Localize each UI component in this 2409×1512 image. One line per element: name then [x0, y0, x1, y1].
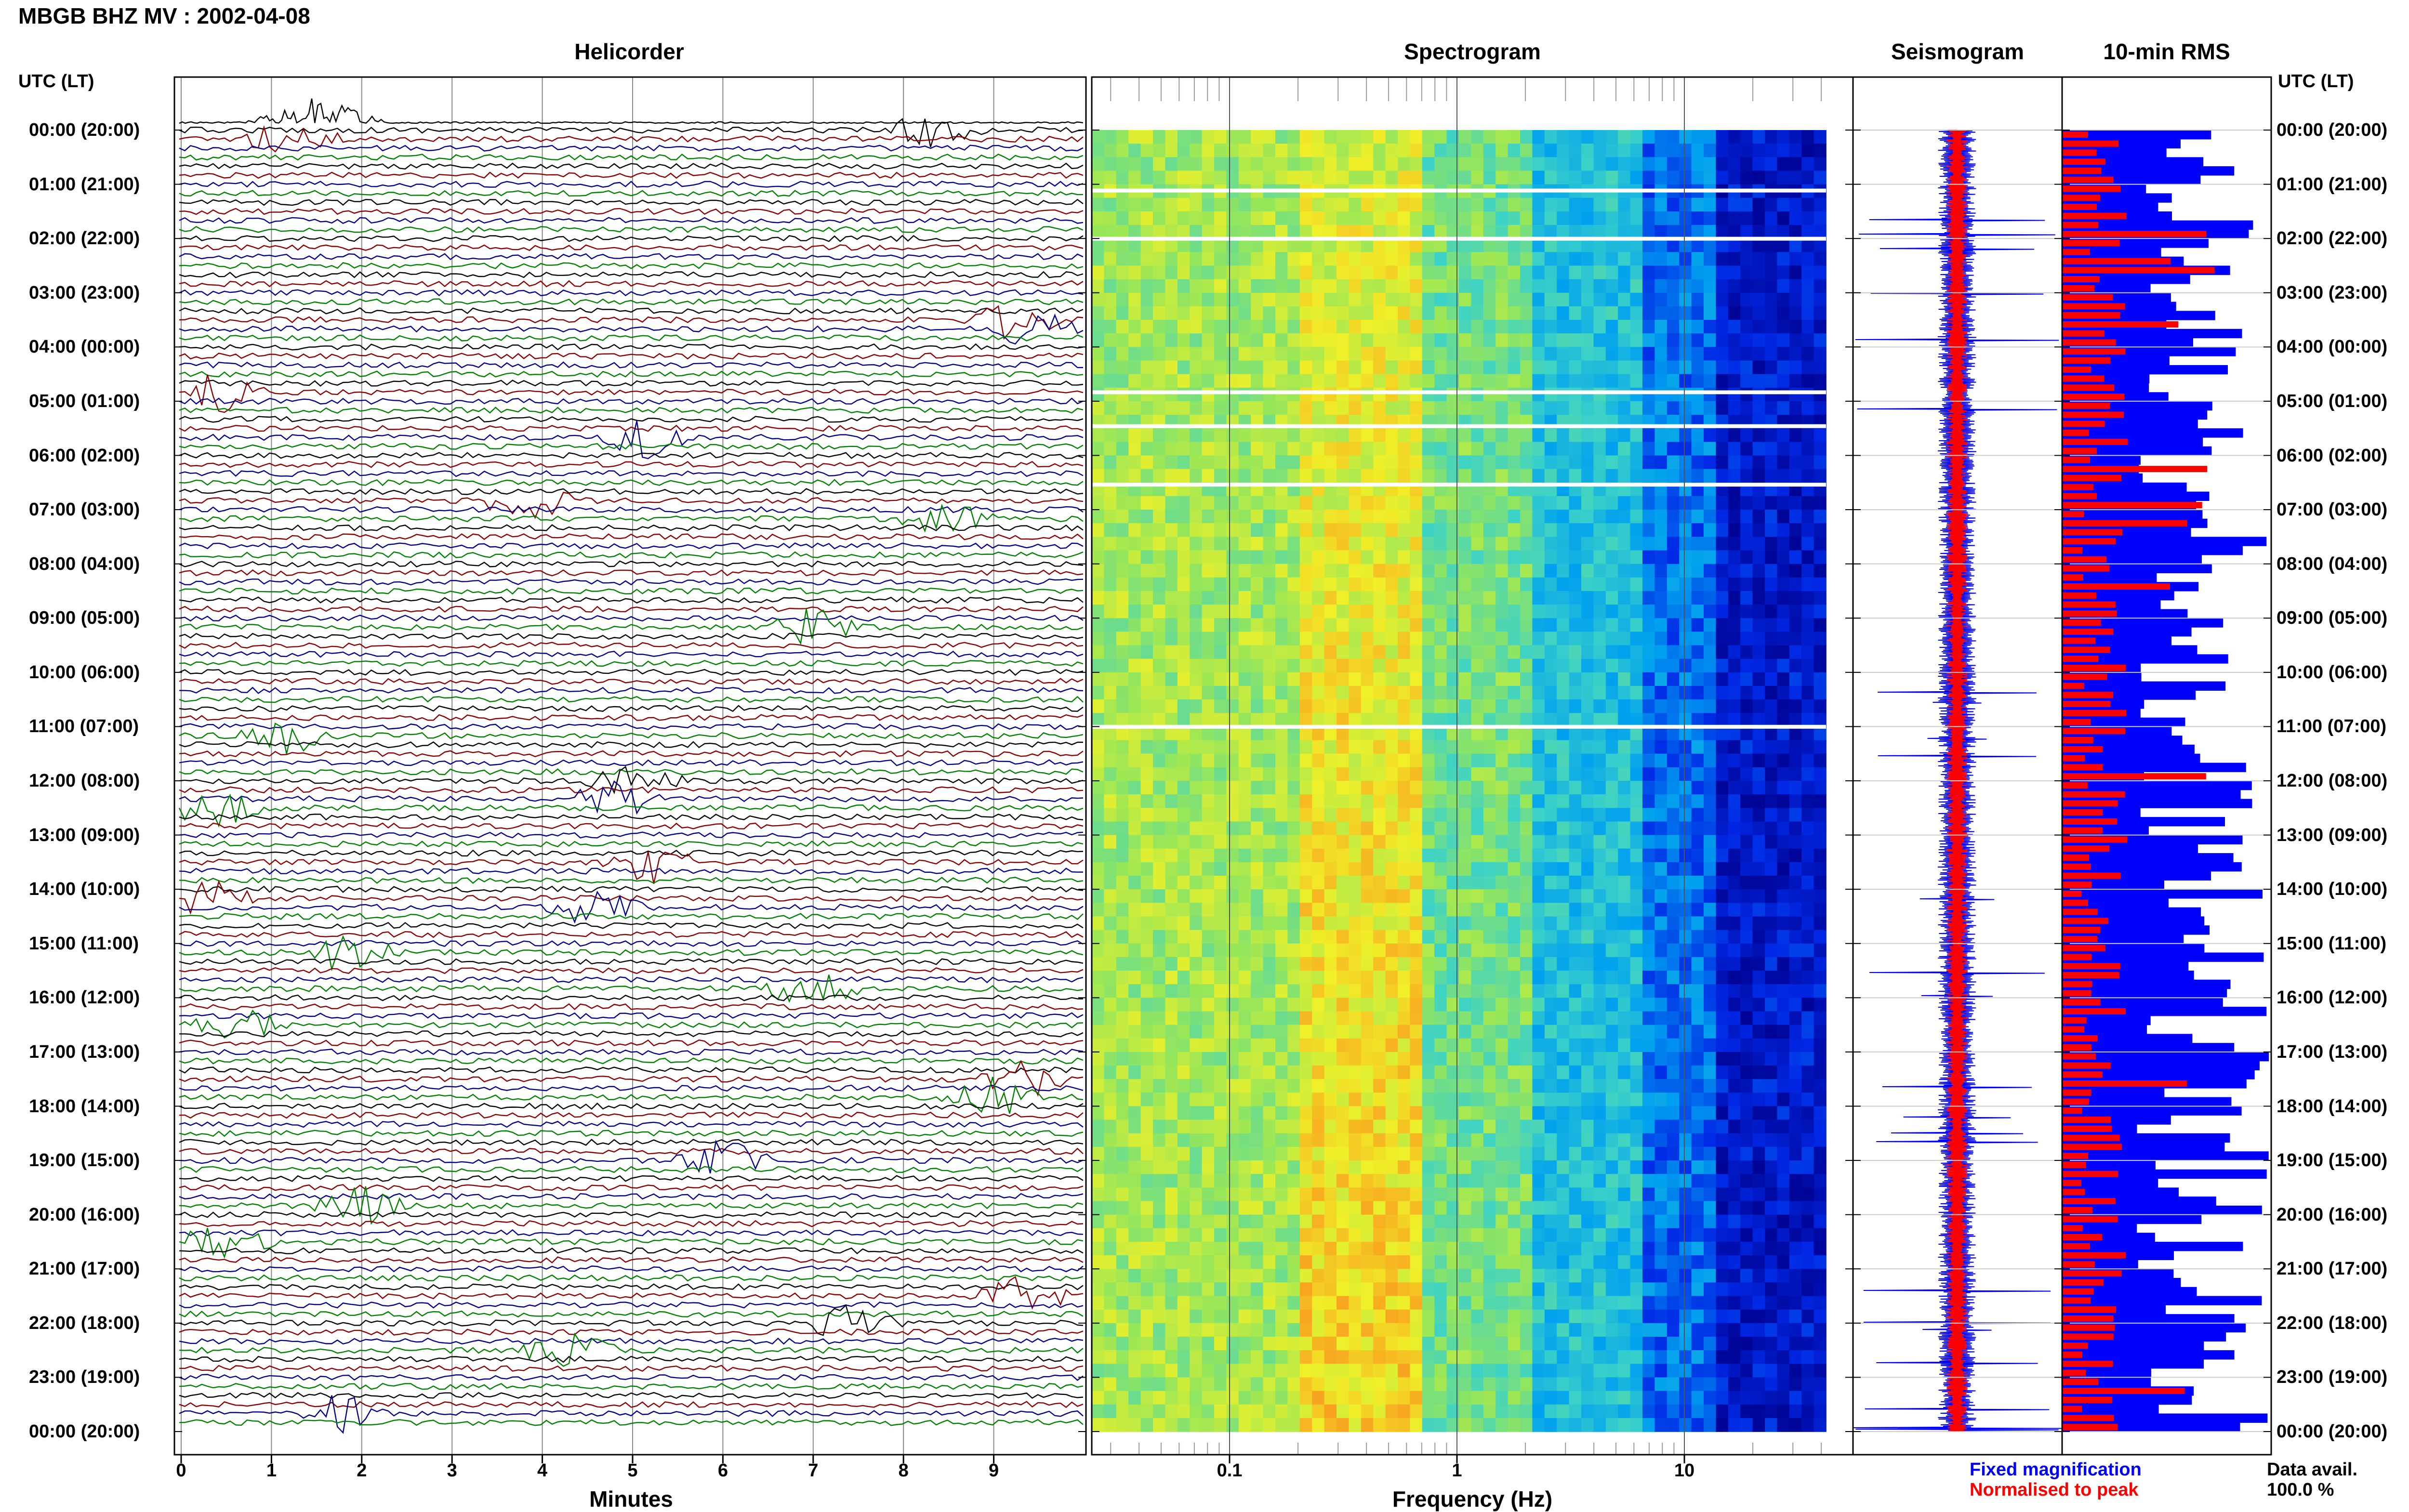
time-label-left: 10:00 (06:00) [29, 662, 140, 683]
legend-normalised-to-peak: Normalised to peak [1970, 1480, 2139, 1500]
minutes-tick-label: 7 [808, 1460, 819, 1481]
time-label-left: 03:00 (23:00) [29, 282, 140, 303]
time-axis-label-right: UTC (LT) [2278, 71, 2354, 92]
helicorder-title: Helicorder [574, 39, 684, 64]
time-label-right: 10:00 (06:00) [2277, 662, 2388, 683]
data-avail-value: 100.0 % [2267, 1480, 2334, 1500]
minutes-tick-label: 6 [717, 1460, 728, 1481]
time-label-right: 03:00 (23:00) [2277, 282, 2388, 303]
time-label-right: 09:00 (05:00) [2277, 608, 2388, 629]
time-label-left: 07:00 (03:00) [29, 500, 140, 520]
time-label-left: 01:00 (21:00) [29, 174, 140, 195]
time-label-left: 09:00 (05:00) [29, 608, 140, 629]
time-label-right: 12:00 (08:00) [2277, 771, 2388, 791]
data-avail-label: Data avail. [2267, 1459, 2357, 1480]
time-label-left: 14:00 (10:00) [29, 879, 140, 900]
legend-fixed-magnification: Fixed magnification [1970, 1459, 2142, 1480]
time-label-left: 16:00 (12:00) [29, 987, 140, 1008]
minutes-axis-title: Minutes [589, 1486, 673, 1512]
time-label-left: 19:00 (15:00) [29, 1150, 140, 1171]
time-label-left: 00:00 (20:00) [29, 120, 140, 140]
panel-frames [173, 76, 2272, 1463]
panel-frame [173, 76, 1087, 1456]
frequency-tick-label: 10 [1674, 1460, 1695, 1481]
time-label-left: 22:00 (18:00) [29, 1313, 140, 1333]
time-label-right: 07:00 (03:00) [2277, 500, 2388, 520]
minutes-tick-label: 8 [898, 1460, 909, 1481]
time-label-left: 13:00 (09:00) [29, 825, 140, 845]
spectrogram-grid [1110, 77, 1822, 1455]
time-label-left: 00:00 (20:00) [29, 1421, 140, 1442]
time-label-right: 16:00 (12:00) [2277, 987, 2388, 1008]
seismogram-title: Seismogram [1891, 39, 2025, 64]
time-label-left: 17:00 (13:00) [29, 1041, 140, 1062]
time-label-right: 22:00 (18:00) [2277, 1313, 2388, 1333]
minutes-tick-label: 0 [176, 1460, 186, 1481]
plot-title: MBGB BHZ MV : 2002-04-08 [18, 3, 310, 28]
frequency-tick-label: 0.1 [1217, 1460, 1243, 1481]
time-label-right: 04:00 (00:00) [2277, 337, 2388, 357]
rms-bars [2062, 130, 2271, 1432]
time-label-right: 18:00 (14:00) [2277, 1096, 2388, 1117]
time-label-right: 11:00 (07:00) [2277, 716, 2387, 737]
minutes-tick-label: 2 [357, 1460, 367, 1481]
time-label-left: 06:00 (02:00) [29, 445, 140, 466]
helicorder-grid [181, 77, 994, 1455]
time-label-right: 00:00 (20:00) [2277, 1421, 2388, 1442]
time-label-left: 12:00 (08:00) [29, 771, 140, 791]
time-label-right: 15:00 (11:00) [2277, 933, 2387, 954]
time-label-right: 02:00 (22:00) [2277, 228, 2388, 249]
minutes-tick-label: 5 [627, 1460, 638, 1481]
helicorder-traces [178, 98, 1084, 1434]
time-axis-label-left: UTC (LT) [18, 71, 94, 92]
time-label-left: 04:00 (00:00) [29, 337, 140, 357]
time-label-right: 05:00 (01:00) [2277, 391, 2388, 411]
time-label-left: 11:00 (07:00) [29, 716, 139, 737]
time-label-right: 23:00 (19:00) [2277, 1367, 2388, 1388]
time-label-left: 02:00 (22:00) [29, 228, 140, 249]
time-label-left: 18:00 (14:00) [29, 1096, 140, 1117]
time-label-left: 15:00 (11:00) [29, 933, 139, 954]
time-label-right: 21:00 (17:00) [2277, 1259, 2388, 1279]
time-label-right: 01:00 (21:00) [2277, 174, 2388, 195]
time-label-right: 14:00 (10:00) [2277, 879, 2388, 900]
frequency-tick-label: 1 [1452, 1460, 1462, 1481]
time-label-right: 13:00 (09:00) [2277, 825, 2388, 845]
seismogram-image [1852, 129, 2062, 1432]
panel-frame [2061, 76, 2272, 1456]
time-label-right: 08:00 (04:00) [2277, 553, 2388, 574]
time-label-left: 21:00 (17:00) [29, 1259, 140, 1279]
rms-title: 10-min RMS [2103, 39, 2230, 64]
time-label-left: 08:00 (04:00) [29, 553, 140, 574]
time-label-left: 20:00 (16:00) [29, 1204, 140, 1225]
time-label-right: 20:00 (16:00) [2277, 1204, 2388, 1225]
minutes-tick-label: 3 [447, 1460, 457, 1481]
time-label-right: 19:00 (15:00) [2277, 1150, 2388, 1171]
frequency-axis-title: Frequency (Hz) [1392, 1486, 1553, 1512]
spectrogram-image [1092, 130, 1827, 1432]
spectrogram-title: Spectrogram [1404, 39, 1541, 64]
minutes-tick-label: 9 [989, 1460, 999, 1481]
minutes-tick-label: 1 [266, 1460, 277, 1481]
time-label-left: 05:00 (01:00) [29, 391, 140, 411]
time-label-right: 06:00 (02:00) [2277, 445, 2388, 466]
minutes-tick-label: 4 [537, 1460, 548, 1481]
time-label-right: 17:00 (13:00) [2277, 1041, 2388, 1062]
time-label-right: 00:00 (20:00) [2277, 120, 2388, 140]
time-label-left: 23:00 (19:00) [29, 1367, 140, 1388]
